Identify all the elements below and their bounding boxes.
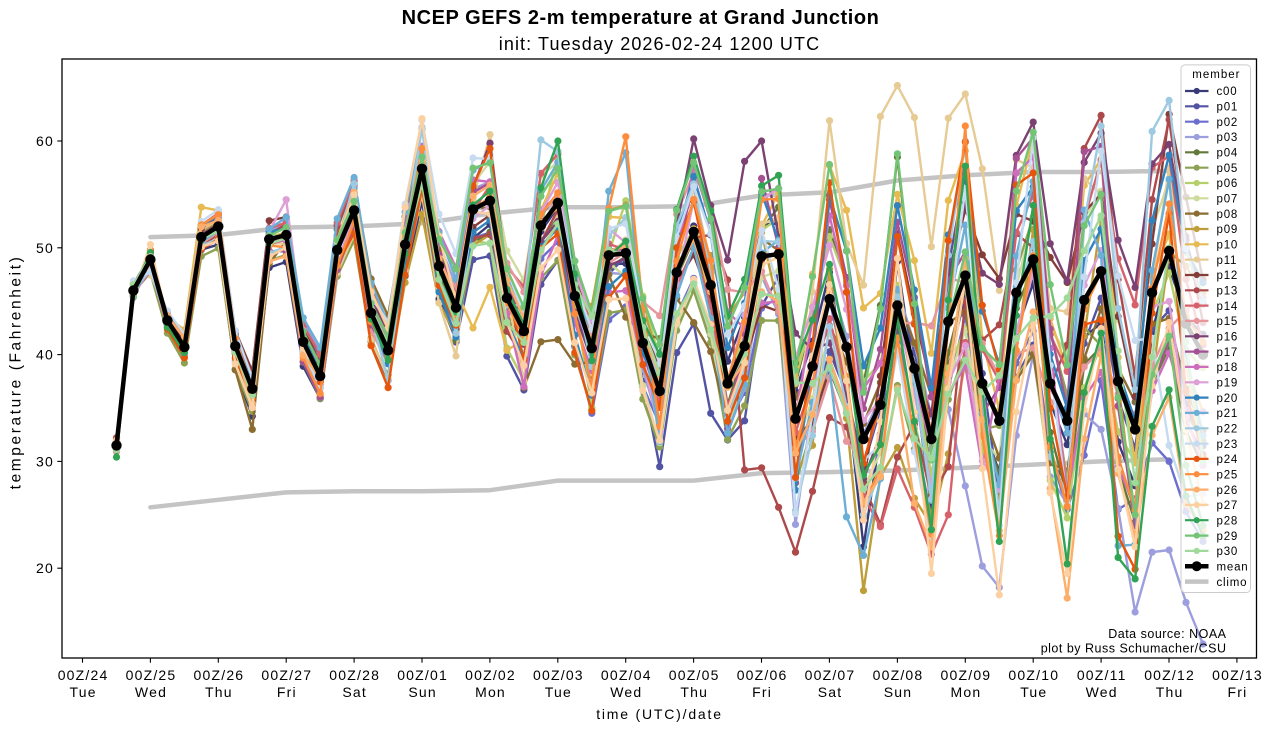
svg-text:climo: climo [1217, 577, 1248, 589]
svg-text:p24: p24 [1217, 454, 1239, 466]
svg-text:p22: p22 [1217, 424, 1239, 436]
svg-text:Fri: Fri [277, 684, 297, 700]
svg-text:30: 30 [36, 453, 54, 469]
svg-text:00Z/06: 00Z/06 [737, 667, 788, 683]
svg-text:p05: p05 [1217, 163, 1239, 175]
svg-text:00Z/26: 00Z/26 [194, 667, 245, 683]
svg-text:Tue: Tue [69, 684, 96, 700]
svg-text:p25: p25 [1217, 469, 1239, 481]
svg-text:p30: p30 [1217, 546, 1239, 558]
svg-text:p12: p12 [1217, 270, 1239, 282]
svg-text:00Z/24: 00Z/24 [58, 667, 109, 683]
svg-text:temperature (Fahrenheit): temperature (Fahrenheit) [8, 255, 25, 490]
svg-text:p18: p18 [1217, 362, 1239, 374]
svg-text:p19: p19 [1217, 378, 1239, 390]
svg-text:p06: p06 [1217, 178, 1239, 190]
svg-text:c00: c00 [1217, 86, 1238, 98]
svg-text:init: Tuesday 2026-02-24 1200: init: Tuesday 2026-02-24 1200 UTC [499, 34, 820, 54]
svg-text:00Z/13: 00Z/13 [1212, 667, 1263, 683]
svg-text:p02: p02 [1217, 117, 1239, 129]
svg-text:Tue: Tue [1020, 684, 1047, 700]
svg-text:member: member [1192, 69, 1240, 81]
svg-text:mean: mean [1217, 561, 1249, 573]
svg-text:Wed: Wed [135, 684, 167, 700]
svg-text:Data source: NOAA: Data source: NOAA [1108, 627, 1226, 641]
svg-text:Sun: Sun [408, 684, 437, 700]
svg-text:p13: p13 [1217, 286, 1239, 298]
svg-text:p07: p07 [1217, 194, 1239, 206]
svg-text:Wed: Wed [610, 684, 642, 700]
svg-text:Mon: Mon [475, 684, 506, 700]
svg-text:00Z/03: 00Z/03 [533, 667, 584, 683]
svg-text:00Z/02: 00Z/02 [465, 667, 516, 683]
svg-text:p14: p14 [1217, 301, 1239, 313]
svg-text:p16: p16 [1217, 332, 1239, 344]
svg-text:p27: p27 [1217, 500, 1239, 512]
svg-text:Sun: Sun [884, 684, 913, 700]
svg-text:p03: p03 [1217, 132, 1239, 144]
svg-text:Fri: Fri [752, 684, 772, 700]
svg-text:00Z/09: 00Z/09 [941, 667, 992, 683]
svg-text:20: 20 [36, 560, 54, 576]
svg-text:p26: p26 [1217, 485, 1239, 497]
svg-text:Thu: Thu [680, 684, 708, 700]
svg-text:p08: p08 [1217, 209, 1239, 221]
svg-text:p29: p29 [1217, 531, 1239, 543]
svg-text:00Z/10: 00Z/10 [1008, 667, 1059, 683]
svg-text:p23: p23 [1217, 439, 1239, 451]
svg-text:Sat: Sat [342, 684, 367, 700]
svg-text:Fri: Fri [1228, 684, 1248, 700]
svg-text:00Z/27: 00Z/27 [261, 667, 312, 683]
svg-text:time (UTC)/date: time (UTC)/date [596, 706, 723, 722]
svg-text:NCEP GEFS 2-m temperature at G: NCEP GEFS 2-m temperature at Grand Junct… [402, 7, 880, 29]
svg-text:00Z/04: 00Z/04 [601, 667, 652, 683]
svg-text:p11: p11 [1217, 255, 1238, 267]
svg-text:p09: p09 [1217, 224, 1239, 236]
svg-text:p15: p15 [1217, 316, 1239, 328]
svg-text:40: 40 [36, 347, 54, 363]
svg-text:00Z/25: 00Z/25 [126, 667, 177, 683]
svg-text:00Z/11: 00Z/11 [1077, 667, 1127, 683]
svg-text:Tue: Tue [545, 684, 572, 700]
svg-text:60: 60 [36, 133, 54, 149]
svg-text:00Z/28: 00Z/28 [329, 667, 380, 683]
svg-text:00Z/12: 00Z/12 [1144, 667, 1195, 683]
svg-text:Thu: Thu [205, 684, 233, 700]
svg-text:Thu: Thu [1156, 684, 1184, 700]
svg-text:00Z/05: 00Z/05 [669, 667, 720, 683]
svg-text:p01: p01 [1217, 102, 1239, 114]
svg-text:Mon: Mon [950, 684, 981, 700]
svg-text:00Z/08: 00Z/08 [873, 667, 924, 683]
svg-text:p21: p21 [1217, 408, 1239, 420]
svg-text:50: 50 [36, 240, 54, 256]
svg-text:00Z/01: 00Z/01 [397, 667, 448, 683]
svg-text:p10: p10 [1217, 240, 1239, 252]
svg-text:Wed: Wed [1086, 684, 1118, 700]
svg-text:p04: p04 [1217, 148, 1239, 160]
svg-text:p17: p17 [1217, 347, 1239, 359]
svg-text:p20: p20 [1217, 393, 1239, 405]
svg-text:p28: p28 [1217, 515, 1239, 527]
svg-text:00Z/07: 00Z/07 [805, 667, 856, 683]
svg-text:plot by Russ Schumacher/CSU: plot by Russ Schumacher/CSU [1041, 642, 1227, 656]
svg-text:Sat: Sat [818, 684, 843, 700]
